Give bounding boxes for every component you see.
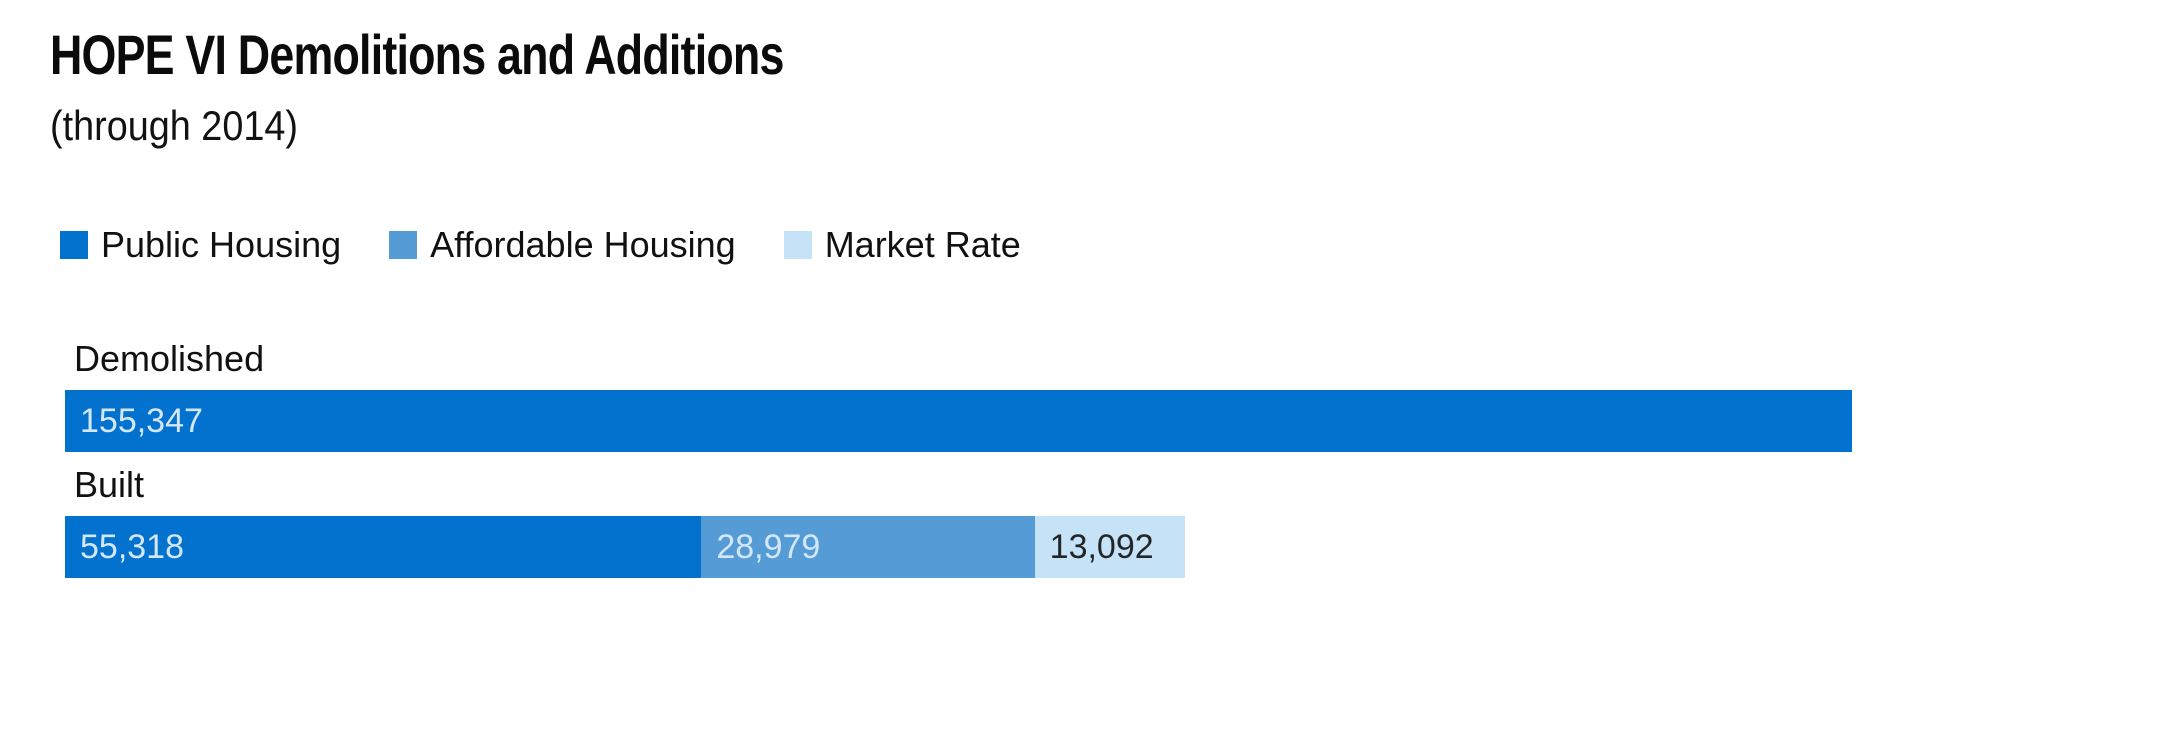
legend-swatch-affordable-housing [389,231,418,259]
bar-segment-built-affordable-housing: 28,979 [701,516,1035,578]
legend-label-market-rate: Market Rate [824,224,1021,265]
legend-swatch-market-rate [783,231,812,259]
bar-segment-built-market-rate: 13,092 [1034,516,1186,578]
bar-segment-built-public-housing: 55,318 [65,516,702,578]
bar-segment-demolished-public-housing: 155,347 [65,390,1852,452]
bar-row-demolished: 155,347 [65,390,1852,452]
legend-label-affordable-housing: Affordable Housing [430,224,736,265]
legend-swatch-public-housing [60,231,88,259]
bar-value-label: 28,979 [716,527,821,566]
row-label-demolished: Demolished [74,338,265,379]
legend-item-affordable-housing: Affordable Housing [389,224,736,266]
bar-value-label: 13,092 [1049,527,1154,566]
chart-title: HOPE VI Demolitions and Additions [50,23,784,86]
chart-subtitle: (through 2014) [50,102,298,149]
row-label-built: Built [74,464,145,505]
bar-value-label: 155,347 [80,401,203,440]
legend-label-public-housing: Public Housing [101,224,342,265]
bar-row-built: 55,318 28,979 13,092 [65,516,1852,578]
legend-item-market-rate: Market Rate [783,224,1021,266]
legend: Public Housing Affordable Housing Market R… [60,224,1021,266]
legend-item-public-housing: Public Housing [60,224,341,266]
bar-value-label: 55,318 [80,527,184,566]
plot-area: Demolished 155,347 Built 55,318 28,979 13,092 [65,338,1852,578]
